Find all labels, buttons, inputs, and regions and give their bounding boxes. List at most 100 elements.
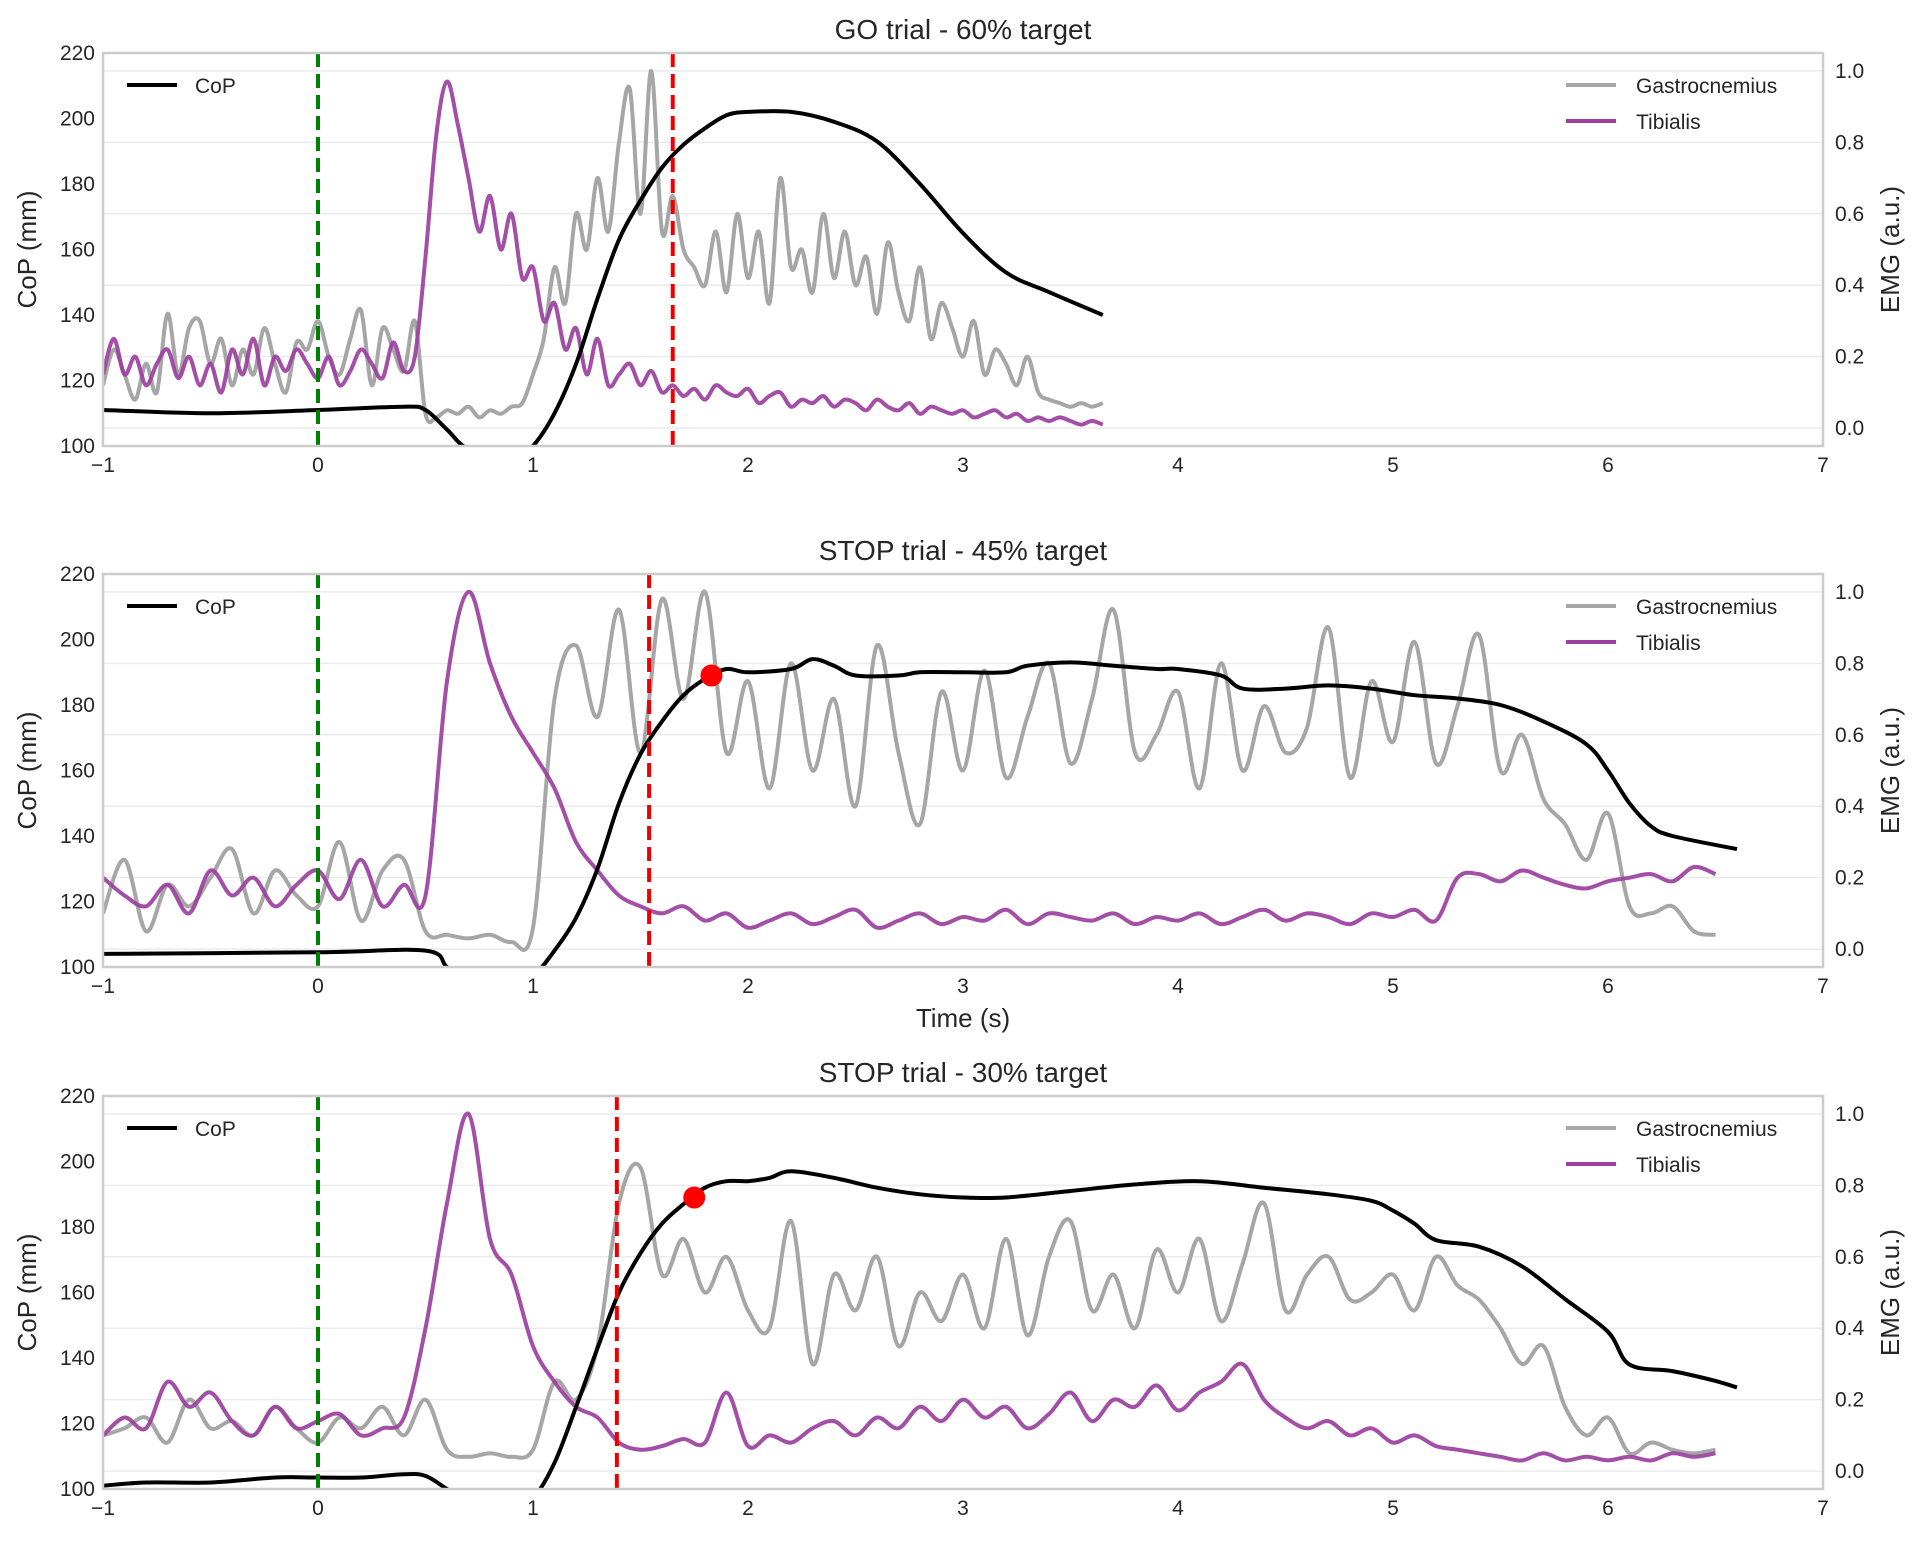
y-right-tick-label: 0.6 bbox=[1835, 1246, 1864, 1269]
x-tick-label: 1 bbox=[527, 975, 539, 998]
gastrocnemius-series bbox=[103, 589, 1716, 952]
y-left-tick-label: 220 bbox=[60, 1085, 95, 1108]
chart-title: GO trial - 60% target bbox=[835, 14, 1092, 45]
x-tick-label: 0 bbox=[312, 975, 324, 998]
x-tick-label: 0 bbox=[312, 1497, 324, 1520]
legend-emg: Gastrocnemius Tibialis bbox=[1566, 75, 1777, 134]
x-tick-label: 1 bbox=[527, 1497, 539, 1520]
y-left-tick-label: 100 bbox=[60, 956, 95, 979]
y-right-tick-label: 0.4 bbox=[1835, 274, 1865, 297]
plot-area bbox=[103, 1096, 1738, 1489]
legend-label: Tibialis bbox=[1636, 111, 1701, 134]
y-left-tick-label: 120 bbox=[60, 1413, 95, 1436]
x-tick-label: 2 bbox=[742, 975, 754, 998]
y-left-tick-label: 100 bbox=[60, 1478, 95, 1501]
legend-cop: CoP bbox=[127, 1118, 236, 1141]
y-axis-label: CoP (mm) bbox=[12, 712, 42, 830]
cop-series bbox=[103, 657, 1738, 967]
x-tick-label: 4 bbox=[1172, 454, 1184, 477]
y-right-tick-label: 0.0 bbox=[1835, 938, 1864, 961]
axes-frame bbox=[101, 51, 1825, 448]
chart-title: STOP trial - 45% target bbox=[819, 535, 1108, 566]
y-left-tick-label: 180 bbox=[60, 1216, 95, 1239]
legend-cop: CoP bbox=[127, 596, 236, 619]
y-left-tick-label: 120 bbox=[60, 370, 95, 393]
y-right-tick-label: 0.8 bbox=[1835, 131, 1864, 154]
y-right-axis-label: EMG (a.u.) bbox=[1875, 707, 1905, 834]
y-left-tick-label: 180 bbox=[60, 694, 95, 717]
x-tick-label: 4 bbox=[1172, 975, 1184, 998]
x-tick-label: 2 bbox=[742, 1497, 754, 1520]
y-axis-label: CoP (mm) bbox=[12, 1234, 42, 1352]
axes-frame bbox=[101, 1094, 1825, 1491]
cop-series bbox=[103, 109, 1104, 446]
x-tick-label: 3 bbox=[957, 1497, 969, 1520]
tibialis-series bbox=[103, 1111, 1716, 1463]
y-left-tick-label: 180 bbox=[60, 173, 95, 196]
legend-label: Gastrocnemius bbox=[1636, 1118, 1777, 1141]
x-tick-label: 7 bbox=[1817, 1497, 1829, 1520]
y-right-tick-label: 0.0 bbox=[1835, 417, 1864, 440]
y-left-tick-label: 160 bbox=[60, 1282, 95, 1305]
legend-cop: CoP bbox=[127, 75, 236, 98]
x-tick-label: 7 bbox=[1817, 975, 1829, 998]
x-tick-label: 5 bbox=[1387, 975, 1399, 998]
y-right-tick-label: 0.2 bbox=[1835, 1389, 1864, 1412]
y-right-tick-label: 0.4 bbox=[1835, 1317, 1865, 1340]
legend-label: Tibialis bbox=[1636, 1154, 1701, 1177]
y-left-tick-label: 100 bbox=[60, 435, 95, 458]
gastrocnemius-series bbox=[103, 1161, 1716, 1460]
legend-emg: Gastrocnemius Tibialis bbox=[1566, 596, 1777, 655]
y-right-tick-label: 0.4 bbox=[1835, 795, 1865, 818]
x-tick-label: −1 bbox=[91, 1497, 115, 1520]
y-axis-label: CoP (mm) bbox=[12, 191, 42, 309]
y-left-tick-label: 220 bbox=[60, 42, 95, 65]
x-tick-label: −1 bbox=[91, 975, 115, 998]
x-tick-label: −1 bbox=[91, 454, 115, 477]
y-left-tick-label: 140 bbox=[60, 1347, 95, 1370]
y-left-tick-label: 140 bbox=[60, 304, 95, 327]
x-tick-label: 2 bbox=[742, 454, 754, 477]
y-right-tick-label: 0.8 bbox=[1835, 652, 1864, 675]
plot-area bbox=[103, 574, 1738, 967]
y-right-tick-label: 0.2 bbox=[1835, 346, 1864, 369]
x-axis-label: Time (s) bbox=[916, 1003, 1010, 1033]
x-tick-label: 4 bbox=[1172, 1497, 1184, 1520]
axes-frame bbox=[101, 572, 1825, 969]
y-left-tick-label: 160 bbox=[60, 760, 95, 783]
x-tick-label: 6 bbox=[1602, 454, 1614, 477]
x-tick-label: 6 bbox=[1602, 975, 1614, 998]
x-tick-label: 5 bbox=[1387, 454, 1399, 477]
x-tick-label: 7 bbox=[1817, 454, 1829, 477]
y-left-tick-label: 220 bbox=[60, 563, 95, 586]
y-right-tick-label: 0.0 bbox=[1835, 1460, 1864, 1483]
x-tick-label: 0 bbox=[312, 454, 324, 477]
y-left-tick-label: 160 bbox=[60, 239, 95, 262]
y-right-tick-label: 1.0 bbox=[1835, 581, 1864, 604]
y-left-tick-label: 200 bbox=[60, 108, 95, 131]
chart-panel-2: 0.00.20.40.60.81.0100120140160180200220−… bbox=[12, 535, 1905, 1033]
gastrocnemius-series bbox=[103, 68, 1104, 425]
y-left-tick-label: 200 bbox=[60, 1151, 95, 1174]
tibialis-series bbox=[103, 589, 1717, 930]
y-right-tick-label: 0.2 bbox=[1835, 867, 1864, 890]
tibialis-series bbox=[103, 79, 1104, 427]
y-right-tick-label: 0.6 bbox=[1835, 203, 1864, 226]
chart-panel-1: 0.00.20.40.60.81.0100120140160180200220−… bbox=[12, 14, 1905, 477]
stop-point-marker bbox=[700, 664, 723, 687]
y-left-tick-label: 140 bbox=[60, 825, 95, 848]
chart-title: STOP trial - 30% target bbox=[819, 1057, 1108, 1088]
y-right-axis-label: EMG (a.u.) bbox=[1875, 1229, 1905, 1356]
legend-label: CoP bbox=[195, 596, 236, 619]
x-tick-label: 6 bbox=[1602, 1497, 1614, 1520]
y-left-tick-label: 200 bbox=[60, 629, 95, 652]
cop-series bbox=[103, 1169, 1738, 1489]
legend-label: Gastrocnemius bbox=[1636, 75, 1777, 98]
legend-emg: Gastrocnemius Tibialis bbox=[1566, 1118, 1777, 1177]
plot-area bbox=[103, 53, 1104, 446]
x-tick-label: 3 bbox=[957, 975, 969, 998]
legend-label: Gastrocnemius bbox=[1636, 596, 1777, 619]
y-left-tick-label: 120 bbox=[60, 891, 95, 914]
y-right-axis-label: EMG (a.u.) bbox=[1875, 186, 1905, 313]
